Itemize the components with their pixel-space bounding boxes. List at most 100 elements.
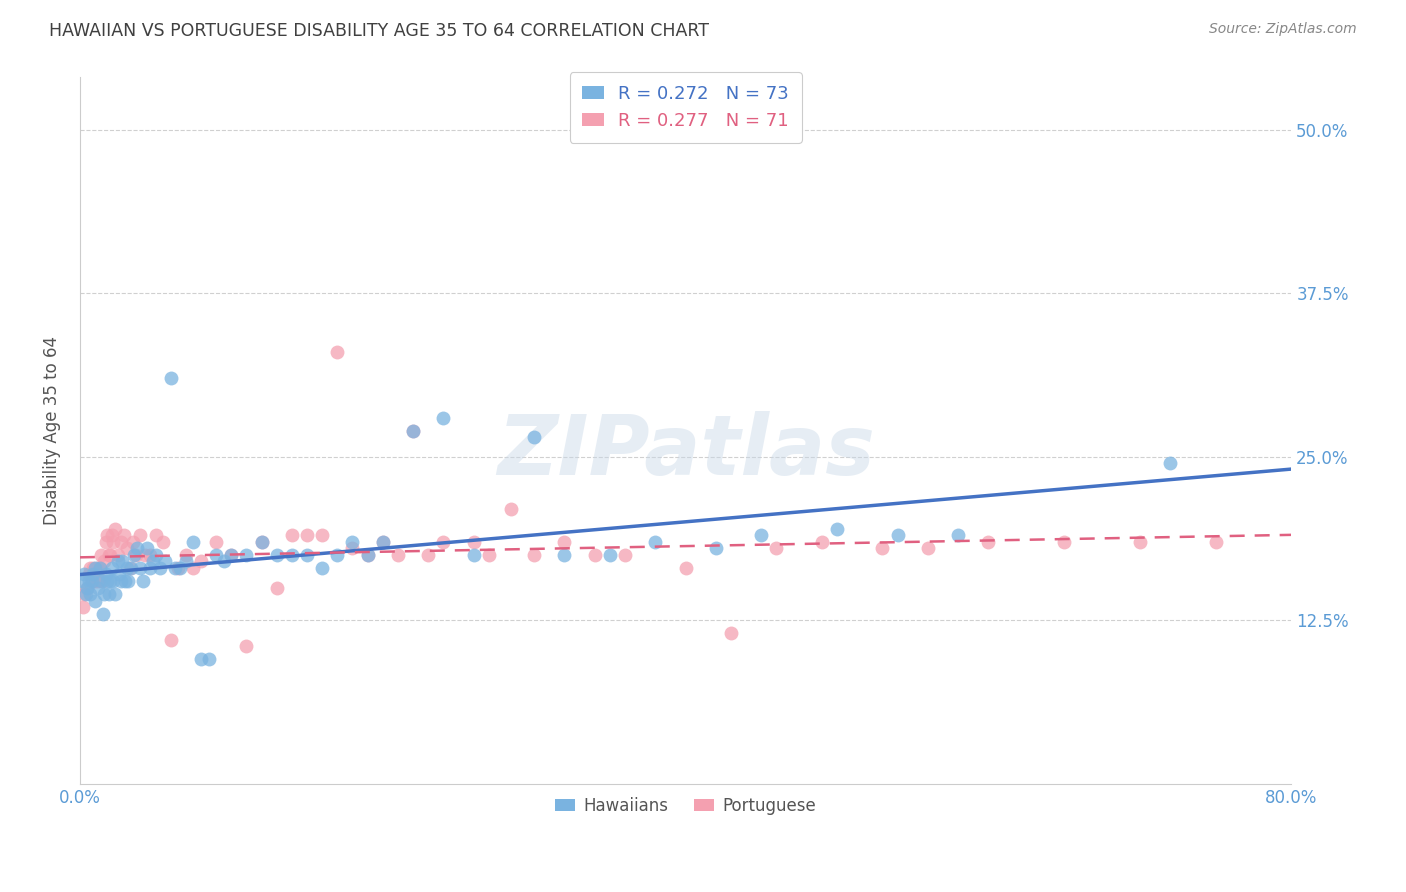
Point xyxy=(371,534,394,549)
Point xyxy=(107,554,129,568)
Point xyxy=(152,534,174,549)
Point xyxy=(100,561,122,575)
Point xyxy=(190,652,212,666)
Point xyxy=(1053,534,1076,549)
Point xyxy=(107,548,129,562)
Point xyxy=(720,626,742,640)
Point xyxy=(553,548,575,562)
Point xyxy=(917,541,939,556)
Point xyxy=(129,528,152,542)
Point xyxy=(235,640,257,654)
Point xyxy=(614,548,637,562)
Point xyxy=(97,548,120,562)
Point xyxy=(704,541,727,556)
Point xyxy=(110,534,132,549)
Point xyxy=(80,574,103,588)
Point xyxy=(765,541,787,556)
Text: Source: ZipAtlas.com: Source: ZipAtlas.com xyxy=(1209,22,1357,37)
Point xyxy=(418,548,440,562)
Point xyxy=(281,528,304,542)
Point xyxy=(84,593,107,607)
Point xyxy=(675,561,697,575)
Point xyxy=(356,548,378,562)
Point xyxy=(100,528,122,542)
Point xyxy=(326,345,349,359)
Point xyxy=(644,534,666,549)
Point xyxy=(266,548,288,562)
Point xyxy=(165,561,187,575)
Point xyxy=(103,574,125,588)
Point xyxy=(553,534,575,549)
Point xyxy=(523,548,546,562)
Point xyxy=(183,534,205,549)
Point xyxy=(159,371,181,385)
Point xyxy=(221,548,243,562)
Point xyxy=(122,534,145,549)
Point xyxy=(98,548,121,562)
Point xyxy=(205,534,228,549)
Point xyxy=(235,548,257,562)
Point xyxy=(84,561,107,575)
Point xyxy=(112,528,135,542)
Point xyxy=(342,534,364,549)
Point xyxy=(749,528,772,542)
Point xyxy=(1205,534,1227,549)
Point xyxy=(84,574,107,588)
Point xyxy=(402,424,425,438)
Point xyxy=(145,528,167,542)
Point xyxy=(432,410,454,425)
Point xyxy=(311,561,333,575)
Point xyxy=(117,574,139,588)
Point xyxy=(183,561,205,575)
Point xyxy=(886,528,908,542)
Point xyxy=(129,561,152,575)
Point xyxy=(153,554,176,568)
Point xyxy=(98,574,121,588)
Point xyxy=(110,574,132,588)
Point xyxy=(169,561,191,575)
Point xyxy=(115,541,138,556)
Point xyxy=(872,541,894,556)
Point xyxy=(1159,456,1181,470)
Point xyxy=(174,548,197,562)
Point xyxy=(91,607,114,621)
Point xyxy=(167,561,190,575)
Point xyxy=(96,528,118,542)
Point xyxy=(124,548,146,562)
Point xyxy=(946,528,969,542)
Point xyxy=(825,522,848,536)
Point xyxy=(115,561,138,575)
Point xyxy=(96,574,118,588)
Point xyxy=(120,561,142,575)
Point xyxy=(125,548,148,562)
Point xyxy=(104,587,127,601)
Point xyxy=(402,424,425,438)
Point xyxy=(77,567,100,582)
Point xyxy=(93,587,115,601)
Point xyxy=(80,574,103,588)
Point xyxy=(76,581,98,595)
Text: ZIPatlas: ZIPatlas xyxy=(496,411,875,492)
Point xyxy=(90,574,112,588)
Point xyxy=(134,548,156,562)
Point xyxy=(138,548,160,562)
Point xyxy=(478,548,501,562)
Point xyxy=(132,574,155,588)
Point xyxy=(205,548,228,562)
Point xyxy=(108,567,131,582)
Point xyxy=(432,534,454,549)
Point xyxy=(174,554,197,568)
Legend: Hawaiians, Portuguese: Hawaiians, Portuguese xyxy=(546,787,825,825)
Point xyxy=(114,574,136,588)
Point xyxy=(72,600,94,615)
Point xyxy=(86,561,108,575)
Point xyxy=(145,548,167,562)
Point xyxy=(599,548,621,562)
Point xyxy=(79,561,101,575)
Point xyxy=(811,534,834,549)
Point xyxy=(93,554,115,568)
Point xyxy=(118,561,141,575)
Point xyxy=(212,554,235,568)
Point xyxy=(281,548,304,562)
Point xyxy=(104,522,127,536)
